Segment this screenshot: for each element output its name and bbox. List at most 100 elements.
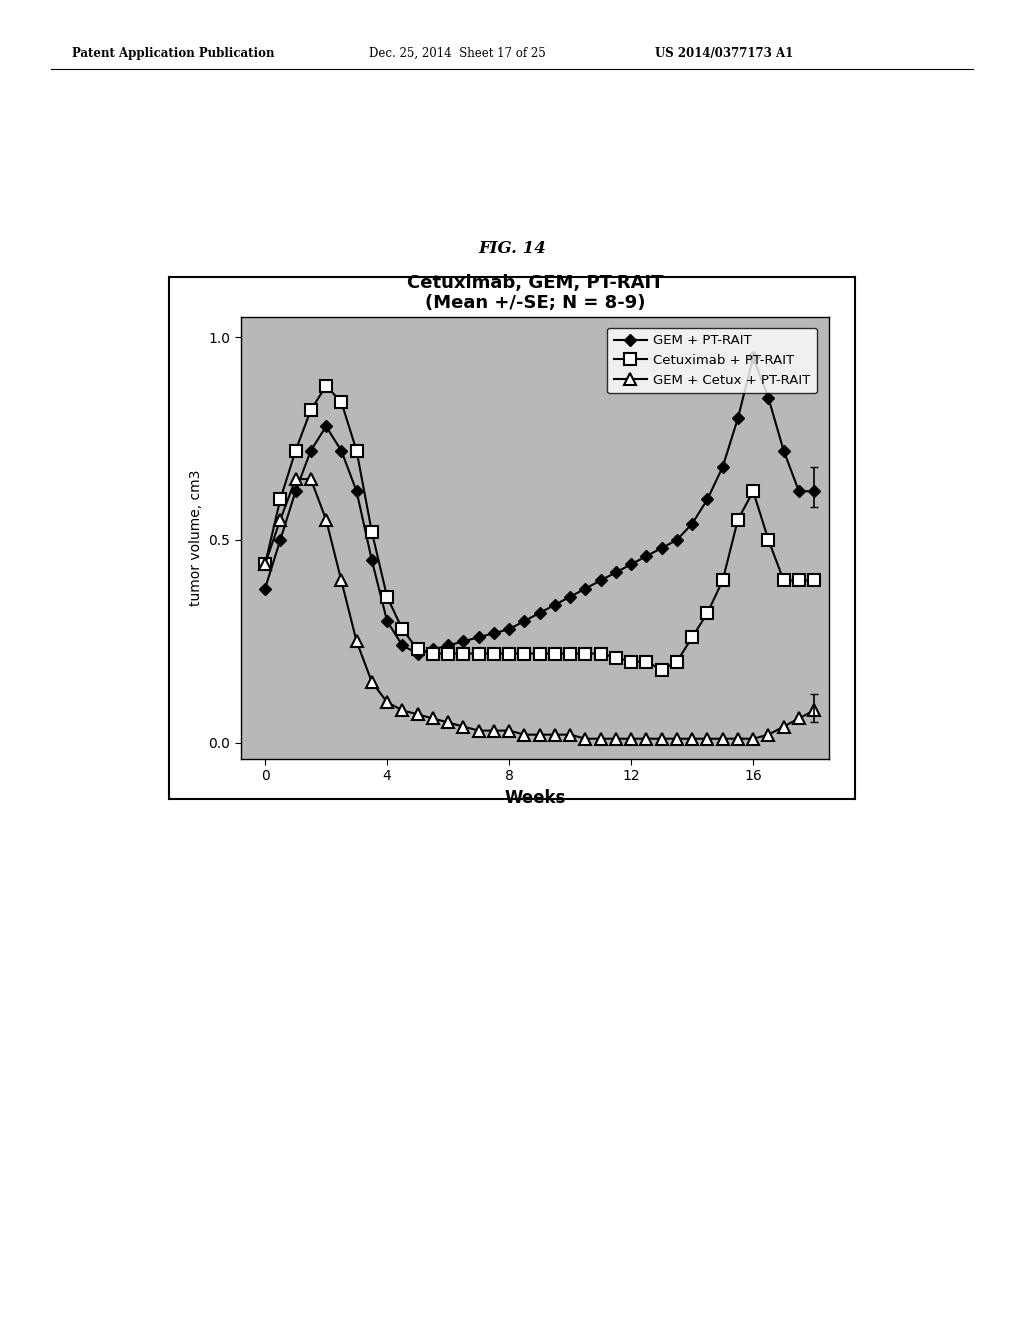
GEM + Cetux + PT-RAIT <box>808 702 820 718</box>
GEM + Cetux + PT-RAIT <box>290 471 302 487</box>
Cetuximab + PT-RAIT <box>412 642 424 657</box>
GEM + Cetux + PT-RAIT <box>487 722 500 738</box>
Title: Cetuximab, GEM, PT-RAIT
(Mean +/-SE; N = 8-9): Cetuximab, GEM, PT-RAIT (Mean +/-SE; N =… <box>407 273 664 313</box>
GEM + PT-RAIT <box>350 483 362 499</box>
GEM + PT-RAIT <box>427 642 439 657</box>
Cetuximab + PT-RAIT <box>580 645 592 661</box>
Cetuximab + PT-RAIT <box>534 645 546 661</box>
Cetuximab + PT-RAIT <box>671 653 683 669</box>
GEM + PT-RAIT <box>671 532 683 548</box>
Cetuximab + PT-RAIT <box>457 645 469 661</box>
GEM + PT-RAIT <box>487 626 500 642</box>
GEM + Cetux + PT-RAIT <box>472 722 484 738</box>
Line: GEM + PT-RAIT: GEM + PT-RAIT <box>261 354 818 657</box>
GEM + PT-RAIT <box>442 638 455 653</box>
Cetuximab + PT-RAIT <box>793 573 805 589</box>
GEM + Cetux + PT-RAIT <box>748 731 760 747</box>
GEM + Cetux + PT-RAIT <box>305 471 317 487</box>
GEM + Cetux + PT-RAIT <box>319 512 332 528</box>
GEM + Cetux + PT-RAIT <box>564 727 577 743</box>
GEM + PT-RAIT <box>503 622 515 638</box>
GEM + Cetux + PT-RAIT <box>442 714 455 730</box>
GEM + PT-RAIT <box>518 614 530 630</box>
GEM + PT-RAIT <box>808 483 820 499</box>
GEM + Cetux + PT-RAIT <box>625 731 637 747</box>
Cetuximab + PT-RAIT <box>350 442 362 458</box>
Cetuximab + PT-RAIT <box>518 645 530 661</box>
GEM + PT-RAIT <box>534 605 546 620</box>
Text: Patent Application Publication: Patent Application Publication <box>72 46 274 59</box>
GEM + PT-RAIT <box>319 418 332 434</box>
GEM + PT-RAIT <box>717 459 729 475</box>
Cetuximab + PT-RAIT <box>777 573 790 589</box>
GEM + Cetux + PT-RAIT <box>655 731 668 747</box>
GEM + PT-RAIT <box>655 540 668 556</box>
GEM + PT-RAIT <box>564 589 577 605</box>
Cetuximab + PT-RAIT <box>762 532 774 548</box>
GEM + Cetux + PT-RAIT <box>671 731 683 747</box>
Cetuximab + PT-RAIT <box>319 378 332 393</box>
Cetuximab + PT-RAIT <box>609 649 622 665</box>
Cetuximab + PT-RAIT <box>335 395 347 411</box>
Cetuximab + PT-RAIT <box>640 653 652 669</box>
GEM + PT-RAIT <box>412 645 424 661</box>
Line: Cetuximab + PT-RAIT: Cetuximab + PT-RAIT <box>259 380 820 676</box>
GEM + Cetux + PT-RAIT <box>640 731 652 747</box>
Cetuximab + PT-RAIT <box>549 645 561 661</box>
Cetuximab + PT-RAIT <box>427 645 439 661</box>
GEM + Cetux + PT-RAIT <box>366 675 378 690</box>
Cetuximab + PT-RAIT <box>396 622 409 638</box>
Cetuximab + PT-RAIT <box>655 661 668 677</box>
GEM + Cetux + PT-RAIT <box>427 710 439 726</box>
GEM + Cetux + PT-RAIT <box>503 722 515 738</box>
GEM + PT-RAIT <box>595 573 607 589</box>
GEM + PT-RAIT <box>457 634 469 649</box>
GEM + PT-RAIT <box>335 442 347 458</box>
Cetuximab + PT-RAIT <box>381 589 393 605</box>
GEM + PT-RAIT <box>396 638 409 653</box>
GEM + PT-RAIT <box>701 491 714 507</box>
GEM + Cetux + PT-RAIT <box>701 731 714 747</box>
GEM + PT-RAIT <box>609 565 622 581</box>
GEM + PT-RAIT <box>762 389 774 405</box>
Legend: GEM + PT-RAIT, Cetuximab + PT-RAIT, GEM + Cetux + PT-RAIT: GEM + PT-RAIT, Cetuximab + PT-RAIT, GEM … <box>607 327 817 393</box>
Cetuximab + PT-RAIT <box>717 573 729 589</box>
GEM + Cetux + PT-RAIT <box>381 694 393 710</box>
GEM + Cetux + PT-RAIT <box>335 573 347 589</box>
GEM + Cetux + PT-RAIT <box>534 727 546 743</box>
GEM + PT-RAIT <box>732 411 744 426</box>
GEM + Cetux + PT-RAIT <box>609 731 622 747</box>
Cetuximab + PT-RAIT <box>564 645 577 661</box>
Text: US 2014/0377173 A1: US 2014/0377173 A1 <box>655 46 794 59</box>
Cetuximab + PT-RAIT <box>274 491 287 507</box>
GEM + Cetux + PT-RAIT <box>793 710 805 726</box>
Cetuximab + PT-RAIT <box>625 653 637 669</box>
GEM + PT-RAIT <box>686 516 698 532</box>
GEM + PT-RAIT <box>625 556 637 572</box>
GEM + PT-RAIT <box>580 581 592 597</box>
Cetuximab + PT-RAIT <box>472 645 484 661</box>
GEM + PT-RAIT <box>305 442 317 458</box>
GEM + Cetux + PT-RAIT <box>350 634 362 649</box>
Cetuximab + PT-RAIT <box>442 645 455 661</box>
GEM + Cetux + PT-RAIT <box>396 702 409 718</box>
GEM + PT-RAIT <box>549 597 561 612</box>
GEM + PT-RAIT <box>748 350 760 366</box>
X-axis label: Weeks: Weeks <box>505 789 565 807</box>
GEM + Cetux + PT-RAIT <box>717 731 729 747</box>
Cetuximab + PT-RAIT <box>290 442 302 458</box>
Cetuximab + PT-RAIT <box>686 630 698 645</box>
GEM + PT-RAIT <box>290 483 302 499</box>
GEM + Cetux + PT-RAIT <box>549 727 561 743</box>
Cetuximab + PT-RAIT <box>808 573 820 589</box>
Cetuximab + PT-RAIT <box>732 512 744 528</box>
Text: FIG. 14: FIG. 14 <box>478 240 546 257</box>
GEM + Cetux + PT-RAIT <box>762 727 774 743</box>
Cetuximab + PT-RAIT <box>595 645 607 661</box>
GEM + Cetux + PT-RAIT <box>777 718 790 734</box>
GEM + Cetux + PT-RAIT <box>595 731 607 747</box>
GEM + Cetux + PT-RAIT <box>274 512 287 528</box>
Cetuximab + PT-RAIT <box>259 556 271 572</box>
GEM + PT-RAIT <box>777 442 790 458</box>
Y-axis label: tumor volume, cm3: tumor volume, cm3 <box>188 470 203 606</box>
